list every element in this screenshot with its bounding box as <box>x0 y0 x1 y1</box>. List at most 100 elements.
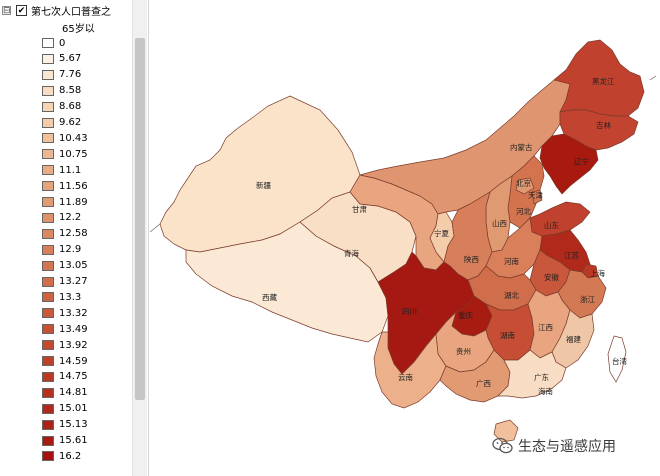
province-region[interactable] <box>529 201 591 237</box>
legend-label: 12.58 <box>59 228 88 240</box>
legend-label: 15.01 <box>59 403 88 415</box>
province-region[interactable] <box>299 191 417 283</box>
province-region[interactable] <box>607 335 627 383</box>
legend-item: 8.58 <box>42 84 81 98</box>
province-label: 广西 <box>476 378 491 388</box>
province-region[interactable] <box>551 309 595 369</box>
province-label: 天津 <box>528 191 543 200</box>
legend-label: 11.1 <box>59 164 82 176</box>
legend-swatch <box>42 292 54 303</box>
legend-label: 13.49 <box>59 323 88 335</box>
province-region[interactable] <box>515 177 535 195</box>
province-region[interactable] <box>539 133 599 195</box>
legend-swatch <box>42 69 54 80</box>
layer-name: 第七次人口普查之 <box>31 6 111 18</box>
province-label: 四川 <box>402 307 417 316</box>
legend-label: 13.05 <box>59 260 88 272</box>
legend-swatch <box>42 403 54 414</box>
legend-item: 13.3 <box>42 290 81 304</box>
province-label: 江西 <box>538 323 553 332</box>
province-label: 山西 <box>492 218 507 228</box>
legend-swatch <box>42 149 54 160</box>
legend-swatch <box>42 356 54 366</box>
legend-scrollbar[interactable] <box>132 0 147 476</box>
province-label: 上海 <box>590 268 605 278</box>
watermark: 生态与遥感应用 <box>492 436 616 456</box>
legend-label: 0 <box>59 37 66 49</box>
legend-swatch <box>42 340 54 351</box>
legend-item: 12.58 <box>42 227 88 241</box>
province-label: 湖南 <box>500 330 515 340</box>
legend-swatch <box>42 244 54 255</box>
province-label: 云南 <box>398 372 413 382</box>
province-label: 新疆 <box>256 180 271 190</box>
china-map: 新疆 西藏 青海 甘肃 内蒙古 黑龙江 吉林 辽宁 北京 天津 河北 山西 山东… <box>150 39 657 443</box>
legend-item: 16.2 <box>42 449 81 463</box>
legend-label: 12.9 <box>59 244 82 256</box>
legend-label: 11.56 <box>59 180 88 192</box>
province-label: 吉林 <box>596 120 611 130</box>
province-label: 甘肃 <box>352 204 367 214</box>
legend-label: 13.32 <box>59 307 88 319</box>
legend-label: 10.43 <box>59 132 88 144</box>
legend-item: 14.75 <box>42 370 88 384</box>
province-label: 青海 <box>344 248 359 258</box>
legend-label: 13.27 <box>59 276 88 287</box>
collapse-icon[interactable]: ⊟ <box>2 5 11 16</box>
legend-swatch <box>42 117 54 128</box>
legend-item: 10.43 <box>42 131 88 145</box>
province-label: 重庆 <box>458 310 473 320</box>
legend-swatch <box>42 181 54 192</box>
legend-item: 13.49 <box>42 322 88 336</box>
legend-swatch <box>42 228 54 239</box>
legend-item: 5.67 <box>42 52 81 66</box>
legend-item: 15.61 <box>42 434 88 448</box>
legend-label: 8.58 <box>59 85 82 97</box>
province-label: 陕西 <box>464 254 479 264</box>
legend-item: 15.13 <box>42 418 88 432</box>
legend-label: 11.89 <box>59 196 88 208</box>
legend-swatch <box>42 435 54 446</box>
province-label: 北京 <box>516 178 531 188</box>
legend-swatch <box>42 260 54 271</box>
legend-item: 11.89 <box>42 195 88 209</box>
legend-item: 10.75 <box>42 147 88 161</box>
province-label: 浙江 <box>580 294 595 304</box>
province-region[interactable] <box>531 189 543 205</box>
layer-visibility-checkbox[interactable]: ✔ <box>16 4 27 16</box>
legend-label: 9.62 <box>59 117 82 128</box>
province-region[interactable] <box>493 419 519 443</box>
province-label: 台湾 <box>612 356 627 366</box>
legend-label: 15.61 <box>59 435 88 446</box>
province-label: 西藏 <box>262 292 277 302</box>
legend-label: 12.2 <box>59 212 82 224</box>
legend-swatch <box>42 419 54 430</box>
legend-item: 11.1 <box>42 163 81 177</box>
legend-item: 9.62 <box>42 116 81 130</box>
scrollbar-thumb[interactable] <box>135 38 145 400</box>
province-label: 广东 <box>534 372 549 382</box>
province-label: 山东 <box>544 220 559 230</box>
legend-swatch <box>42 308 54 319</box>
province-region[interactable] <box>497 349 567 399</box>
legend-label: 15.13 <box>59 419 88 431</box>
legend-swatch <box>42 53 54 64</box>
province-label: 河南 <box>504 256 519 266</box>
field-name: 65岁以 <box>62 24 95 35</box>
legend-label: 13.92 <box>59 339 88 351</box>
province-label: 江苏 <box>564 250 579 260</box>
legend-swatch <box>42 276 54 287</box>
legend-item: 7.76 <box>42 68 81 82</box>
wechat-icon <box>492 437 513 454</box>
legend-swatch <box>42 101 54 112</box>
province-label: 贵州 <box>456 346 471 356</box>
legend-item: 13.05 <box>42 259 88 273</box>
legend-item: 13.32 <box>42 306 88 320</box>
legend-swatch <box>42 387 54 398</box>
layer-row[interactable]: ⊟ ✔ 第七次人口普查之 <box>2 3 111 18</box>
legend-list: ⊟ ✔ 第七次人口普查之 65岁以 0 5.67 7.76 8.58 8.68 9.62 1… <box>0 0 132 476</box>
legend-swatch <box>42 133 54 144</box>
legend-item: 8.68 <box>42 100 81 114</box>
legend-item: 12.2 <box>42 211 81 225</box>
legend-swatch <box>42 165 54 176</box>
